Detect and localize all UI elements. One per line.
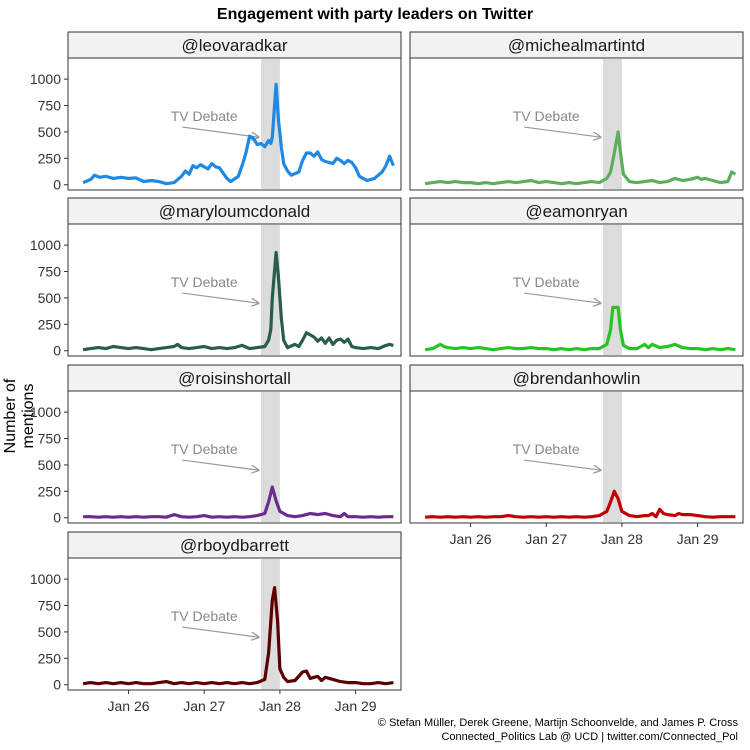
- facet-strip: [409, 197, 744, 225]
- facet-strip: [67, 531, 402, 559]
- series-line: [424, 305, 736, 352]
- facet-strip-label: @maryloumcdonald: [159, 202, 310, 221]
- y-tick-label: 0: [53, 177, 61, 193]
- x-tick-label: Jan 26: [450, 531, 492, 547]
- annotation-label: TV Debate: [513, 274, 580, 290]
- y-tick-label: 1000: [30, 71, 61, 87]
- y-tick-label: 500: [38, 124, 62, 140]
- y-tick-label: 750: [38, 431, 62, 447]
- y-tick-label: 0: [53, 343, 61, 359]
- tv-debate-band: [260, 59, 280, 189]
- annotation-arrow: [182, 626, 258, 637]
- annotation-label: TV Debate: [513, 108, 580, 124]
- chart-title: Engagement with party leaders on Twitter: [216, 6, 534, 23]
- annotation-label: TV Debate: [513, 441, 580, 457]
- y-tick-label: 1000: [30, 237, 61, 253]
- panel-background: [67, 57, 402, 191]
- panel-background: [409, 390, 744, 524]
- tv-debate-band: [602, 392, 622, 522]
- series-line: [82, 250, 394, 352]
- y-tick-label: 500: [38, 624, 62, 640]
- facet-strip-label: @eamonryan: [525, 202, 627, 221]
- x-tick-label: Jan 29: [677, 531, 719, 547]
- facet-strip: [409, 364, 744, 392]
- panel-background: [409, 57, 744, 191]
- facet-strip-label: @brendanhowlin: [513, 369, 641, 388]
- y-tick-label: 0: [53, 510, 61, 526]
- annotation-arrow: [182, 126, 258, 137]
- annotation-arrow: [524, 126, 600, 137]
- y-tick-label: 500: [38, 290, 62, 306]
- facet-strip-label: @leovaradkar: [181, 36, 287, 55]
- series-line: [83, 485, 394, 519]
- annotation-arrow: [182, 292, 258, 303]
- series-line: [424, 130, 737, 186]
- y-tick-label: 250: [38, 150, 62, 166]
- panel-background: [67, 557, 402, 691]
- y-tick-label: 750: [38, 598, 62, 614]
- annotation-label: TV Debate: [171, 108, 238, 124]
- facet-strip-label: @rboydbarrett: [180, 536, 289, 555]
- y-tick-label: 250: [38, 483, 62, 499]
- facet-strip: [67, 31, 402, 59]
- annotation-label: TV Debate: [171, 608, 238, 624]
- caption-source: Connected_Politics Lab @ UCD | twitter.c…: [441, 731, 738, 743]
- x-tick-label: Jan 26: [108, 698, 150, 714]
- annotation-label: TV Debate: [171, 441, 238, 457]
- y-tick-label: 750: [38, 98, 62, 114]
- annotation-label: TV Debate: [171, 274, 238, 290]
- tv-debate-band: [602, 59, 622, 189]
- y-tick-label: 750: [38, 264, 62, 280]
- series-line: [82, 82, 395, 186]
- x-tick-label: Jan 28: [601, 531, 643, 547]
- facet-strip-label: @michealmartintd: [508, 36, 645, 55]
- series-line: [424, 489, 736, 519]
- annotation-arrow: [182, 459, 258, 470]
- x-tick-label: Jan 27: [183, 698, 225, 714]
- y-tick-label: 500: [38, 457, 62, 473]
- y-tick-label: 250: [38, 316, 62, 332]
- x-tick-label: Jan 27: [525, 531, 567, 547]
- caption-credit: © Stefan Müller, Derek Greene, Martijn S…: [377, 717, 738, 729]
- y-tick-label: 0: [53, 677, 61, 693]
- y-tick-label: 250: [38, 650, 62, 666]
- caption: © Stefan Müller, Derek Greene, Martijn S…: [378, 716, 738, 744]
- y-tick-label: 1000: [30, 404, 61, 420]
- x-tick-label: Jan 29: [335, 698, 377, 714]
- x-tick-label: Jan 28: [259, 698, 301, 714]
- annotation-arrow: [524, 292, 600, 303]
- annotation-arrow: [524, 459, 600, 470]
- facet-strip: [67, 364, 402, 392]
- panel-background: [67, 390, 402, 524]
- y-tick-label: 1000: [30, 571, 61, 587]
- series-line: [82, 586, 394, 686]
- facet-strip-label: @roisinshortall: [178, 369, 291, 388]
- panel-background: [409, 223, 744, 357]
- facet-strip: [67, 197, 402, 225]
- panel-background: [67, 223, 402, 357]
- tv-debate-band: [260, 392, 280, 522]
- tv-debate-band: [602, 225, 622, 355]
